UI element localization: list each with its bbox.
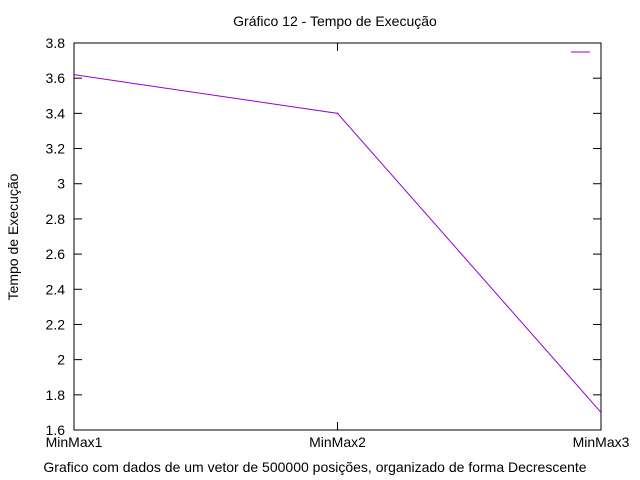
plot-frame	[73, 42, 602, 431]
y-tick-label: 2.4	[46, 281, 66, 297]
x-tick-label: MinMax3	[573, 434, 630, 450]
x-axis-label: Grafico com dados de um vetor de 500000 …	[43, 459, 586, 475]
y-tick-label: 3.8	[46, 35, 66, 51]
y-tick-label: 3.4	[46, 105, 66, 121]
data-point	[336, 112, 339, 115]
y-tick-label: 2.2	[46, 316, 66, 332]
y-tick-label: 3.6	[46, 70, 66, 86]
y-tick-label: 2.6	[46, 246, 66, 262]
series-line	[73, 74, 602, 413]
y-axis-label: Tempo de Execução	[5, 173, 21, 300]
y-tick-label: 2	[57, 352, 65, 368]
x-tick-label: MinMax1	[46, 434, 103, 450]
y-tick-label: 2.8	[46, 211, 66, 227]
y-tick-label: 1.8	[46, 387, 66, 403]
y-tick-label: 3.2	[46, 141, 66, 157]
series-layer	[73, 73, 602, 414]
data-point	[600, 411, 602, 414]
chart-title: Gráfico 12 - Tempo de Execução	[233, 13, 437, 29]
data-point	[73, 73, 75, 76]
y-axis-ticks: 1.6 1.8 2 2.2 2.4 2.6 2.8 3 3.2 3.4 3.6 3.8	[46, 35, 601, 438]
x-axis-ticks: MinMax1 MinMax2 MinMax3	[46, 43, 630, 450]
y-tick-label: 1.6	[46, 422, 66, 438]
y-tick-label: 3	[57, 176, 65, 192]
x-tick-label: MinMax2	[309, 434, 366, 450]
